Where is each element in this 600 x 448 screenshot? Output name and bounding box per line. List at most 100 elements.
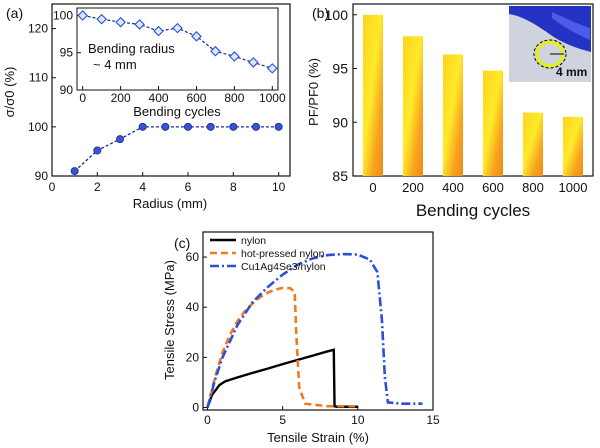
panel-a-xlabel: Radius (mm) xyxy=(133,196,207,211)
photo-label: 4 mm xyxy=(556,65,587,79)
panel-b-bars xyxy=(363,14,583,176)
panel-c-label: (c) xyxy=(174,235,190,251)
x-tick-label: 10 xyxy=(272,180,286,194)
panel-c-xlabel: Tensile Strain (%) xyxy=(267,430,369,445)
series-line xyxy=(74,126,279,172)
x-tick-label: 5 xyxy=(279,413,286,427)
x-tick-label: 2 xyxy=(94,180,101,194)
data-point xyxy=(116,135,125,144)
panel-c-ylabel: Tensile Stress (MPa) xyxy=(162,260,177,380)
panel-a-ticks: 0 2 4 6 8 10 90 100 110 120 xyxy=(28,22,286,194)
panel-a: (a) Radius (mm) σ/σ0 (%) 0 2 4 6 8 10 90 100 110… xyxy=(2,3,291,211)
y-tick-label: 95 xyxy=(332,61,348,77)
inset-data-point xyxy=(172,22,183,34)
bar xyxy=(483,70,503,176)
inset-annotation-line2: ~ 4 mm xyxy=(93,57,137,72)
bar xyxy=(363,14,383,176)
x-tick-label: 1000 xyxy=(259,91,286,105)
x-tick-label: 0 xyxy=(79,91,86,105)
inset-data-point xyxy=(134,19,145,30)
panel-b: (b) Bending cycles PF/PF0 (%) 8590951000… xyxy=(306,3,594,220)
panel-a-frame xyxy=(51,3,291,177)
legend-label: Cu1Ag4Se3/nylon xyxy=(241,261,326,273)
inset-xlabel: Bending cycles xyxy=(133,104,221,119)
data-point xyxy=(274,122,283,131)
x-tick-label: 200 xyxy=(111,91,131,105)
y-tick-label: 0 xyxy=(192,400,199,414)
y-tick-label: 60 xyxy=(186,250,200,264)
legend-label: nylon xyxy=(241,235,266,247)
panel-b-xlabel: Bending cycles xyxy=(416,201,530,220)
x-tick-label: 6 xyxy=(185,180,192,194)
x-tick-label: 200 xyxy=(402,180,424,195)
photo-sample xyxy=(509,6,591,52)
x-tick-label: 10 xyxy=(351,413,365,427)
y-tick-label: 20 xyxy=(186,350,200,364)
x-tick-label: 800 xyxy=(224,91,244,105)
x-tick-label: 800 xyxy=(522,180,544,195)
data-point xyxy=(161,122,170,131)
x-tick-label: 0 xyxy=(49,180,56,194)
y-tick-label: 85 xyxy=(332,168,348,184)
y-tick-label: 100 xyxy=(53,8,73,22)
x-tick-label: 0 xyxy=(369,180,376,195)
inset-data-point xyxy=(191,31,202,42)
x-tick-label: 4 xyxy=(139,180,146,194)
data-point xyxy=(229,122,238,131)
x-tick-label: 400 xyxy=(149,91,169,105)
inset-data-point xyxy=(77,10,88,21)
x-tick-label: 600 xyxy=(186,91,206,105)
data-point xyxy=(251,122,260,131)
x-tick-label: 15 xyxy=(426,413,440,427)
inset-data-point xyxy=(115,16,126,28)
series-line-2 xyxy=(206,286,358,408)
series-line-1 xyxy=(206,348,358,408)
inset-data-point xyxy=(210,45,221,57)
inset-data-point xyxy=(248,57,259,68)
y-tick-label: 110 xyxy=(29,71,48,85)
data-point xyxy=(183,122,192,131)
inset-data-point xyxy=(229,51,240,62)
data-point xyxy=(206,122,215,131)
inset-annotation-line1: Bending radius xyxy=(88,41,175,56)
panel-c: (c) Tensile Strain (%) Tensile Stress (M… xyxy=(162,231,440,445)
bar xyxy=(403,36,423,176)
y-tick-label: 100 xyxy=(325,7,349,23)
x-tick-label: 0 xyxy=(204,413,211,427)
inset-data-point xyxy=(267,63,278,74)
data-point xyxy=(70,167,79,176)
panel-b-ylabel: PF/PF0 (%) xyxy=(306,58,321,126)
y-tick-label: 120 xyxy=(28,22,48,36)
bar xyxy=(563,116,583,176)
bar xyxy=(523,112,543,176)
y-tick-label: 100 xyxy=(28,120,48,134)
y-tick-label: 90 xyxy=(35,169,49,183)
y-tick-label: 95 xyxy=(60,46,74,60)
inset-data-point xyxy=(96,13,107,25)
x-tick-label: 1000 xyxy=(559,180,588,195)
panel-b-frame xyxy=(352,3,594,177)
data-point xyxy=(138,122,147,131)
panel-a-label: (a) xyxy=(6,5,23,21)
bar xyxy=(443,54,463,176)
panel-c-ticks: 0 5 10 15 0 20 40 60 xyxy=(186,250,440,427)
panel-c-frame xyxy=(202,231,434,411)
data-point xyxy=(93,146,102,155)
series-line-3 xyxy=(206,252,423,408)
x-tick-label: 600 xyxy=(482,180,504,195)
panel-a-ylabel: σ/σ0 (%) xyxy=(2,67,17,118)
y-tick-label: 40 xyxy=(186,300,200,314)
x-tick-label: 8 xyxy=(230,180,237,194)
inset-series xyxy=(77,10,278,74)
photo-sample-highlight xyxy=(552,12,590,40)
panel-a-inset: Bending cycles Bending radius ~ 4 mm 0 20… xyxy=(53,7,286,119)
inset-ticks: 0 200 400 600 800 1000 90 95 100 xyxy=(53,8,286,105)
panel-b-label: (b) xyxy=(312,5,329,21)
legend-label: hot-pressed nylon xyxy=(241,248,325,260)
panel-b-photo: 4 mm xyxy=(509,6,591,82)
panel-a-series xyxy=(70,122,283,176)
panel-c-series xyxy=(206,252,423,408)
y-tick-label: 90 xyxy=(332,114,348,130)
